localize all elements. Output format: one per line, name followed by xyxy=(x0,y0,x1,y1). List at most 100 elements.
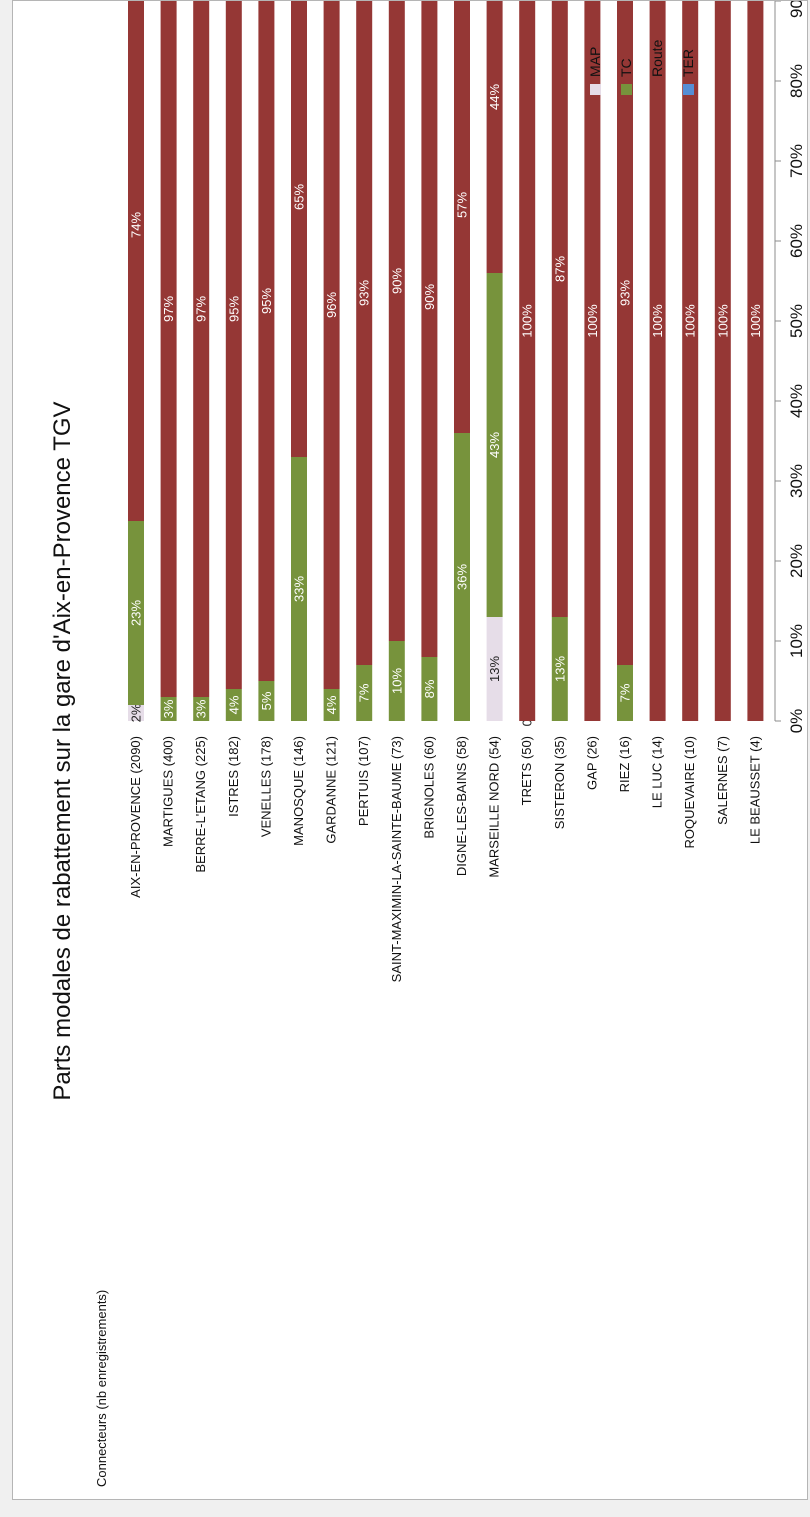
bar-segment-route xyxy=(128,1,144,521)
category-label-riez-16: RIEZ (16) xyxy=(617,736,632,792)
legend-swatch-map xyxy=(590,84,601,95)
bar-segment-tc xyxy=(551,617,568,721)
bar-segment-route xyxy=(356,1,373,665)
data-label-route: 100% xyxy=(650,304,665,338)
category-label-saint-maximin-la-sainte-baume-73: SAINT-MAXIMIN-LA-SAINTE-BAUME (73) xyxy=(389,736,404,982)
category-label-sisteron-35: SISTERON (35) xyxy=(552,736,567,829)
bar-segment-tc xyxy=(128,521,144,705)
tick-label: 50% xyxy=(787,304,806,338)
category-label-martigues-400: MARTIGUES (400) xyxy=(161,736,176,847)
data-label-tc: 13% xyxy=(552,656,567,682)
data-label-tc: 7% xyxy=(357,683,372,702)
bar-segment-route xyxy=(291,1,307,457)
bar-le-beausset-4: 100% xyxy=(747,1,764,721)
bar-roquevaire-10: 0%100% xyxy=(682,1,699,726)
data-label-route: 95% xyxy=(226,296,241,322)
tick-label: 10% xyxy=(787,624,806,658)
tick-label: 0% xyxy=(787,709,806,734)
data-label-tc: 3% xyxy=(194,699,209,718)
data-label-route: 97% xyxy=(194,296,209,322)
value-axis: 0%10%20%30%40%50%60%70%80%90%100% xyxy=(774,1,806,734)
category-label-le-luc-14: LE LUC (14) xyxy=(650,736,665,808)
category-label-brignoles-60: BRIGNOLES (60) xyxy=(421,736,436,839)
bar-segment-tc xyxy=(454,433,470,721)
category-label-manosque-146: MANOSQUE (146) xyxy=(291,736,306,846)
data-label-route: 100% xyxy=(585,304,600,338)
bar-segment-tc xyxy=(258,681,275,721)
bar-segment-tc xyxy=(486,273,503,617)
data-label-tc: 5% xyxy=(259,691,274,710)
bar-martigues-400: 3% 97% xyxy=(160,1,177,721)
legend-swatch-tc xyxy=(621,84,632,95)
bar-segment-tc xyxy=(225,689,242,721)
data-label-route: 65% xyxy=(292,184,307,210)
category-label-le-beausset-4: LE BEAUSSET (4) xyxy=(747,736,762,844)
data-label-tc: 4% xyxy=(324,695,339,714)
bar-segment-route xyxy=(584,1,601,721)
category-label-marseille-nord-54: MARSEILLE NORD (54) xyxy=(487,736,502,878)
data-label-route: 74% xyxy=(129,212,144,238)
data-label-map: 13% xyxy=(487,656,502,682)
legend-label-ter: TER xyxy=(680,49,696,77)
category-label-gap-26: GAP (26) xyxy=(584,736,599,790)
bar-segment-route xyxy=(519,1,536,721)
data-label-route: 97% xyxy=(161,296,176,322)
bar-segment-tc xyxy=(356,665,373,721)
legend-label-route: Route xyxy=(649,39,665,77)
bar-segment-route xyxy=(225,1,242,689)
data-label-tc: 8% xyxy=(422,679,437,698)
legend-swatch-ter xyxy=(683,84,694,95)
bar-trets-50: 0%100% xyxy=(519,1,536,726)
data-label-route: 100% xyxy=(520,304,535,338)
bar-segment-tc xyxy=(160,697,177,721)
data-label-route: 44% xyxy=(487,84,502,110)
data-label-route: 95% xyxy=(259,288,274,314)
category-label-gardanne-121: GARDANNE (121) xyxy=(324,736,339,844)
bar-sisteron-35: 13% 87% xyxy=(551,1,568,721)
bar-segment-tc xyxy=(421,657,438,721)
bar-gardanne-121: 4% 96% xyxy=(323,1,340,721)
legend-label-tc: TC xyxy=(618,58,634,77)
category-label-istres-182: ISTRES (182) xyxy=(226,736,241,817)
bar-segment-tc xyxy=(291,457,307,721)
bar-le-luc-14: 100% xyxy=(649,1,666,721)
bar-area: 2%23%74% 3% 97% 3% 97% 4% 95% 5% 95% 33%65%2% 4%96… xyxy=(128,1,764,726)
bar-marseille-nord-54: 13% 43% 44% xyxy=(486,1,503,721)
legend: MAP TC Route TER xyxy=(587,39,696,95)
category-label-venelles-178: VENELLES (178) xyxy=(258,736,273,837)
data-label-route: 100% xyxy=(715,304,730,338)
bar-segment-route xyxy=(421,1,438,657)
data-label-tc: 3% xyxy=(161,699,176,718)
category-label-digne-les-bains-58: DIGNE-LES-BAINS (58) xyxy=(454,736,469,876)
bar-salernes-7: 100% xyxy=(714,1,731,721)
bar-gap-26: 100% xyxy=(584,1,601,721)
chart: Parts modales de rabattement sur la gare… xyxy=(49,1,806,1487)
bar-segment-route xyxy=(551,1,568,617)
bar-segment-tc xyxy=(193,697,210,721)
bar-aix-en-provence-2090: 2% 23% 74% xyxy=(128,1,144,722)
tick-label: 40% xyxy=(787,384,806,418)
legend-label-map: MAP xyxy=(587,47,603,77)
tick-label: 20% xyxy=(787,544,806,578)
bar-segment-route xyxy=(388,1,405,641)
data-label-tc: 4% xyxy=(226,695,241,714)
category-label-roquevaire-10: ROQUEVAIRE (10) xyxy=(682,736,697,848)
data-label-tc: 36% xyxy=(455,564,470,590)
bar-segment-route xyxy=(714,1,731,721)
data-label-route: 93% xyxy=(618,280,633,306)
bar-pertuis-107: 7% 93% xyxy=(356,1,373,721)
bar-manosque-146: 33%65%2% xyxy=(291,1,307,721)
tick-label: 30% xyxy=(787,464,806,498)
data-label-route: 90% xyxy=(422,284,437,310)
data-label-route: 87% xyxy=(552,256,567,282)
bar-segment-route xyxy=(486,1,503,273)
bar-segment-route xyxy=(617,1,633,665)
category-labels: AIX-EN-PROVENCE (2090) MARTIGUES (400) BER… xyxy=(128,736,762,982)
bar-segment-route xyxy=(649,1,666,721)
bar-segment-tc xyxy=(617,665,633,721)
bar-segment-tc xyxy=(388,641,405,721)
category-label-trets-50: TRETS (50) xyxy=(519,736,534,805)
bar-digne-les-bains-58: 36%57%7% xyxy=(454,1,470,721)
data-label-tc: 10% xyxy=(389,668,404,694)
tick-label: 70% xyxy=(787,144,806,178)
